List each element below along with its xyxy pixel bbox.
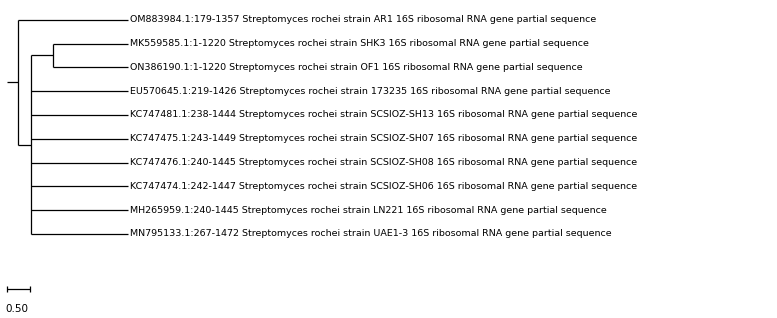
Text: KC747481.1:238-1444 Streptomyces rochei strain SCSIOZ-SH13 16S ribosomal RNA gen: KC747481.1:238-1444 Streptomyces rochei … — [130, 110, 637, 120]
Text: MN795133.1:267-1472 Streptomyces rochei strain UAE1-3 16S ribosomal RNA gene par: MN795133.1:267-1472 Streptomyces rochei … — [130, 230, 611, 238]
Text: KC747476.1:240-1445 Streptomyces rochei strain SCSIOZ-SH08 16S ribosomal RNA gen: KC747476.1:240-1445 Streptomyces rochei … — [130, 158, 637, 167]
Text: KC747475.1:243-1449 Streptomyces rochei strain SCSIOZ-SH07 16S ribosomal RNA gen: KC747475.1:243-1449 Streptomyces rochei … — [130, 134, 637, 143]
Text: MK559585.1:1-1220 Streptomyces rochei strain SHK3 16S ribosomal RNA gene partial: MK559585.1:1-1220 Streptomyces rochei st… — [130, 39, 589, 48]
Text: MH265959.1:240-1445 Streptomyces rochei strain LN221 16S ribosomal RNA gene part: MH265959.1:240-1445 Streptomyces rochei … — [130, 206, 607, 215]
Text: KC747474.1:242-1447 Streptomyces rochei strain SCSIOZ-SH06 16S ribosomal RNA gen: KC747474.1:242-1447 Streptomyces rochei … — [130, 182, 637, 191]
Text: OM883984.1:179-1357 Streptomyces rochei strain AR1 16S ribosomal RNA gene partia: OM883984.1:179-1357 Streptomyces rochei … — [130, 15, 596, 24]
Text: ON386190.1:1-1220 Streptomyces rochei strain OF1 16S ribosomal RNA gene partial : ON386190.1:1-1220 Streptomyces rochei st… — [130, 63, 583, 72]
Text: 0.50: 0.50 — [5, 304, 28, 314]
Text: EU570645.1:219-1426 Streptomyces rochei strain 173235 16S ribosomal RNA gene par: EU570645.1:219-1426 Streptomyces rochei … — [130, 86, 611, 96]
